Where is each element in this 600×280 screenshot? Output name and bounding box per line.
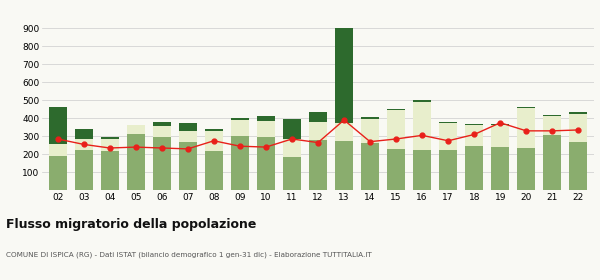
Bar (152, 122, 171, 126)
Bar (257, 121, 275, 137)
Bar (74, 139, 93, 150)
Bar (361, 119, 379, 143)
Bar (413, 150, 431, 190)
Bar (152, 126, 171, 137)
Bar (413, 100, 431, 102)
Bar (283, 139, 301, 157)
Bar (231, 136, 249, 190)
Bar (101, 151, 119, 190)
Bar (283, 119, 301, 139)
Bar (179, 142, 197, 190)
Bar (517, 108, 535, 148)
Bar (309, 140, 327, 190)
Bar (49, 144, 67, 156)
Bar (491, 147, 509, 190)
Bar (205, 129, 223, 131)
Bar (569, 112, 587, 114)
Bar (101, 137, 119, 139)
Bar (101, 139, 119, 151)
Bar (387, 149, 405, 190)
Bar (335, 141, 353, 190)
Bar (231, 120, 249, 136)
Bar (439, 123, 457, 150)
Bar (387, 109, 405, 110)
Text: COMUNE DI ISPICA (RG) - Dati ISTAT (bilancio demografico 1 gen-31 dic) - Elabora: COMUNE DI ISPICA (RG) - Dati ISTAT (bila… (6, 252, 372, 258)
Bar (569, 142, 587, 190)
Bar (205, 131, 223, 151)
Bar (491, 125, 509, 147)
Bar (74, 129, 93, 139)
Bar (465, 124, 484, 125)
Bar (491, 124, 509, 125)
Bar (74, 150, 93, 190)
Bar (257, 137, 275, 190)
Bar (465, 125, 484, 146)
Bar (49, 108, 67, 144)
Bar (465, 146, 484, 190)
Bar (543, 116, 562, 135)
Bar (127, 125, 145, 134)
Bar (335, 123, 353, 141)
Bar (257, 116, 275, 121)
Bar (413, 102, 431, 150)
Bar (179, 131, 197, 142)
Bar (127, 134, 145, 190)
Bar (309, 122, 327, 140)
Bar (152, 137, 171, 190)
Bar (543, 135, 562, 190)
Bar (49, 156, 67, 190)
Bar (361, 143, 379, 190)
Bar (335, 0, 353, 123)
Bar (439, 122, 457, 123)
Bar (517, 148, 535, 190)
Bar (387, 110, 405, 149)
Bar (309, 112, 327, 122)
Bar (569, 114, 587, 142)
Bar (439, 150, 457, 190)
Bar (205, 151, 223, 190)
Text: Flusso migratorio della popolazione: Flusso migratorio della popolazione (6, 218, 256, 231)
Bar (361, 117, 379, 119)
Bar (231, 118, 249, 120)
Bar (179, 123, 197, 131)
Bar (543, 115, 562, 116)
Bar (283, 157, 301, 190)
